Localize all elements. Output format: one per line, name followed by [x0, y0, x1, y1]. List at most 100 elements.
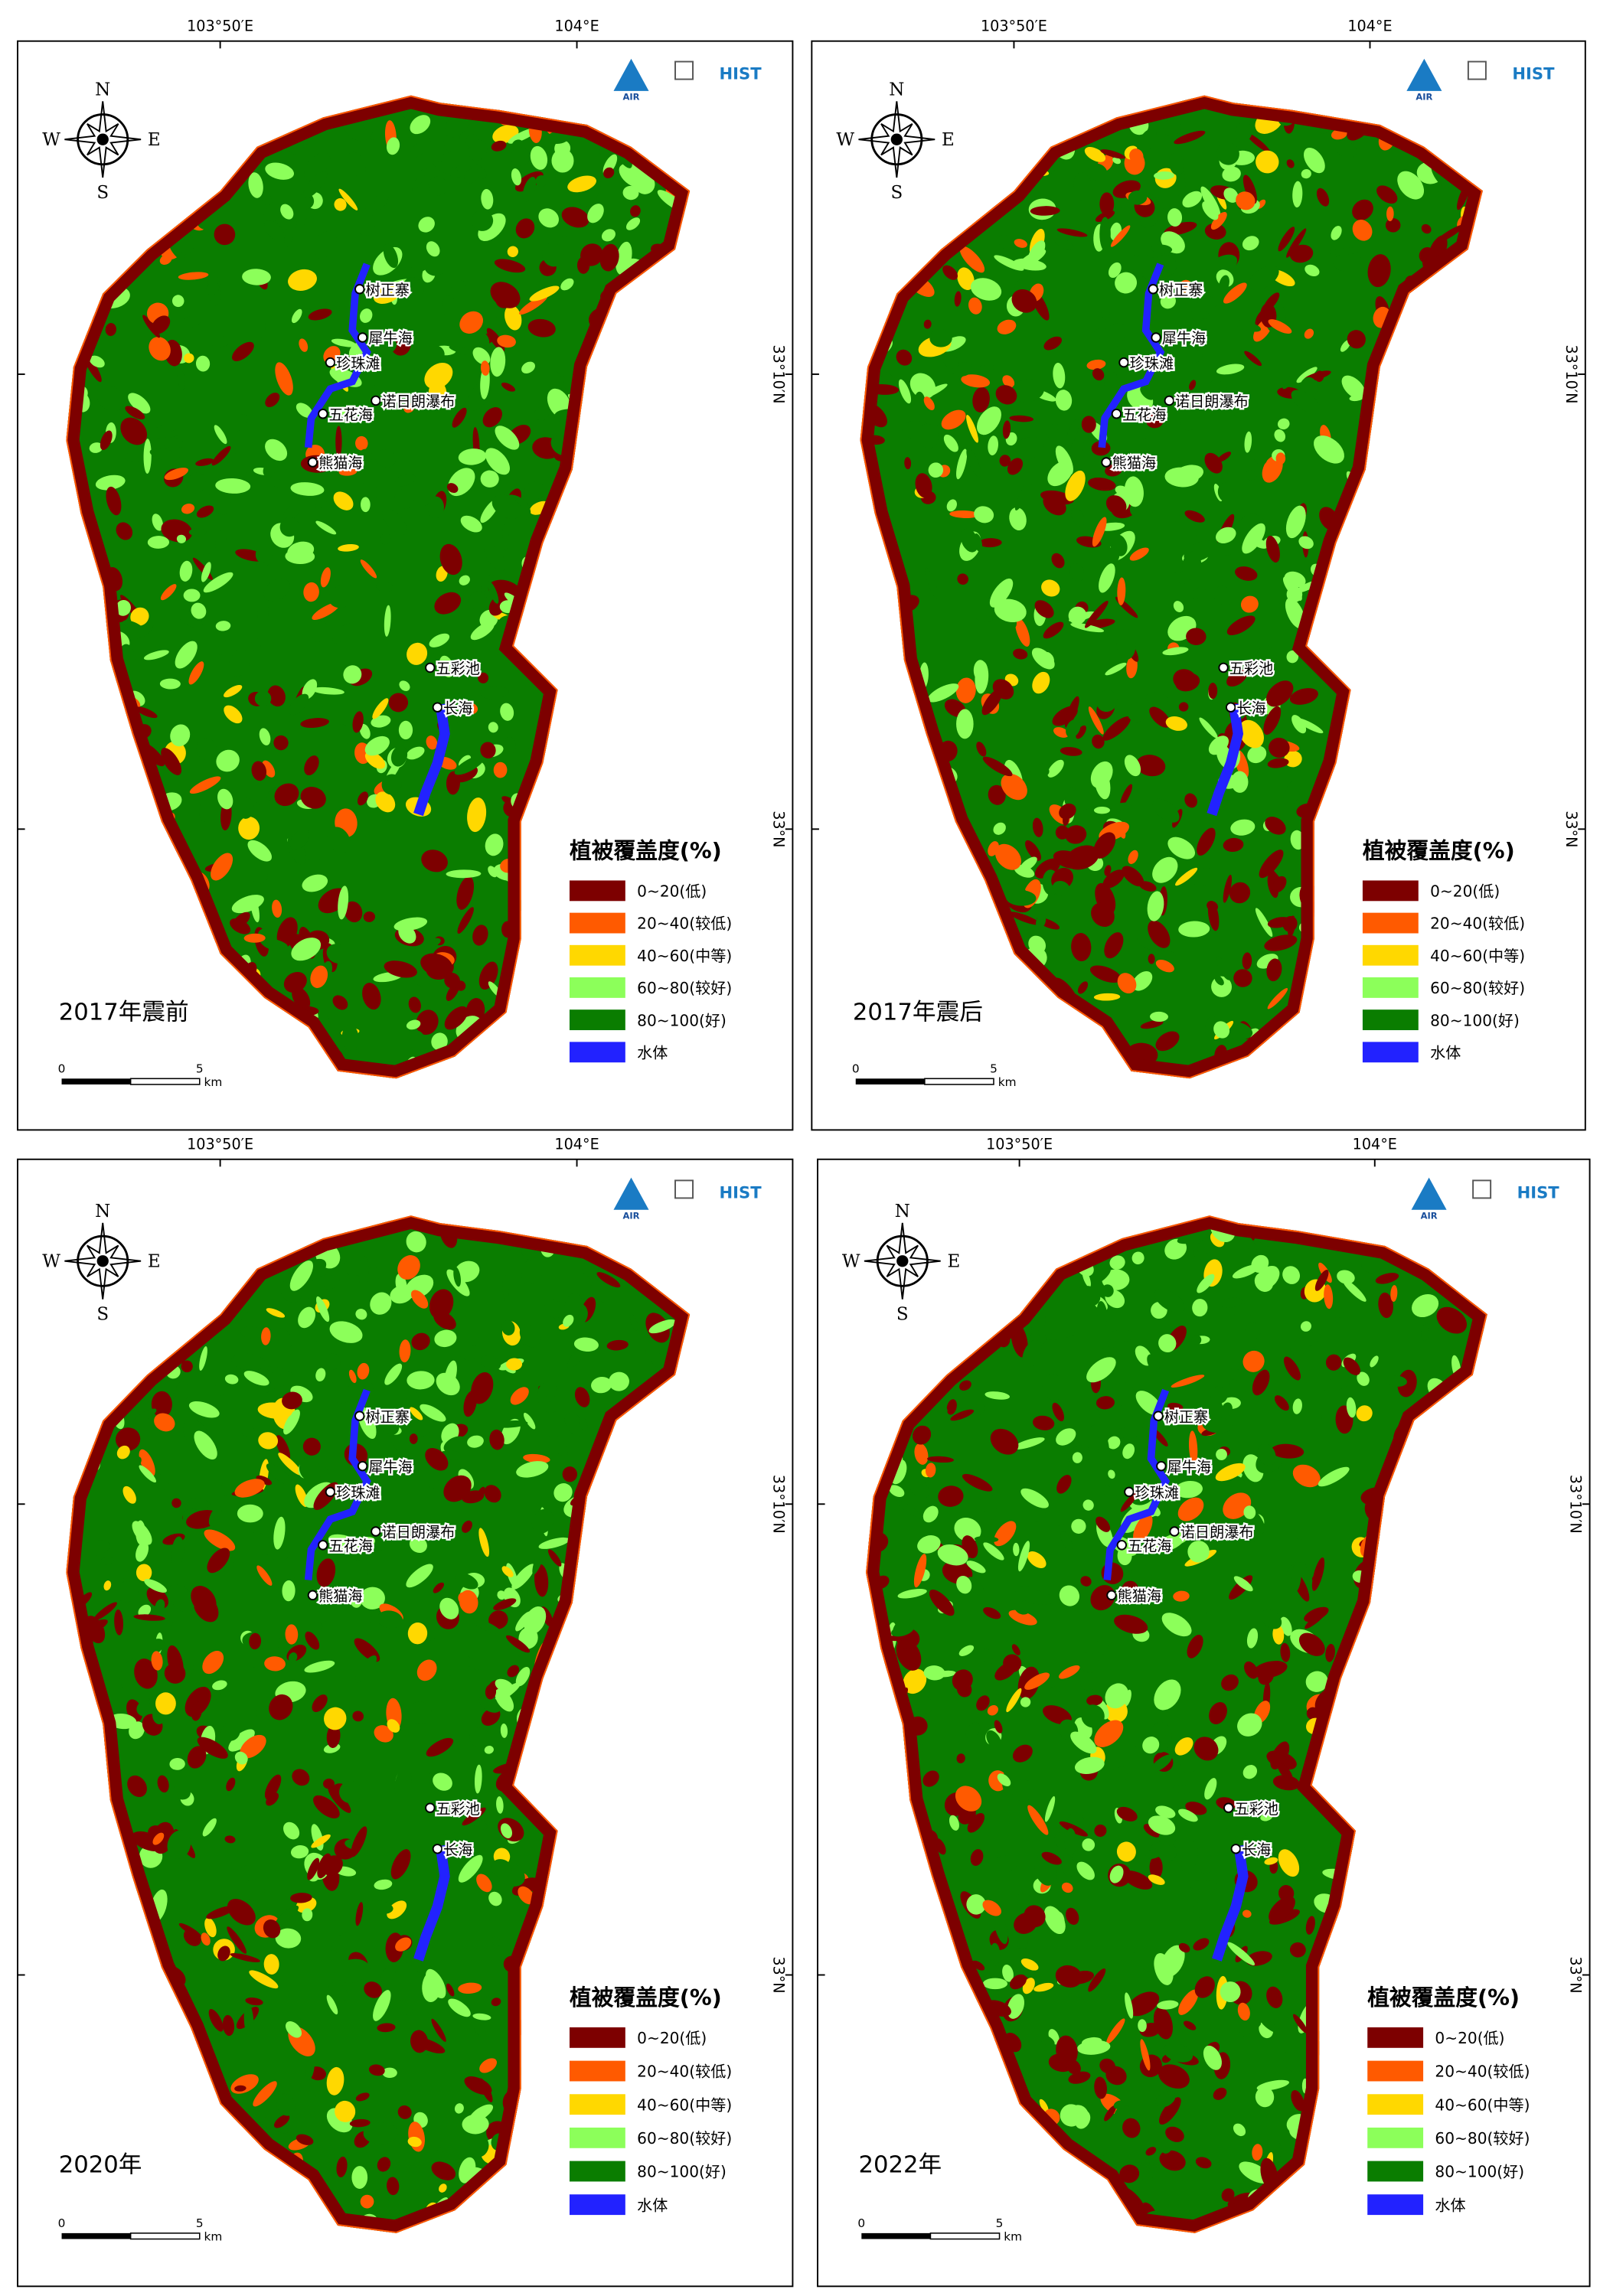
- cover-patch: [459, 311, 483, 334]
- cover-patch: [943, 434, 958, 452]
- cover-patch: [495, 291, 512, 308]
- cover-patch: [189, 776, 221, 794]
- cover-patch: [398, 720, 413, 740]
- cover-patch: [171, 585, 191, 600]
- cover-patch: [596, 1272, 621, 1288]
- cover-patch: [1127, 1991, 1160, 2017]
- cover-patch: [335, 1384, 361, 1404]
- cover-patch: [420, 1404, 446, 1422]
- cover-patch: [431, 1032, 448, 1051]
- cover-patch: [1190, 296, 1216, 321]
- cover-patch: [960, 528, 978, 553]
- cover-patch: [258, 2116, 289, 2134]
- cover-patch: [355, 2092, 370, 2102]
- cover-patch: [1247, 1237, 1258, 1262]
- cover-patch: [1065, 845, 1099, 870]
- place-label: 五彩池: [436, 660, 479, 677]
- cover-patch: [256, 1475, 273, 1486]
- cover-patch: [1047, 759, 1064, 778]
- cover-patch: [484, 545, 507, 571]
- cover-patch: [1076, 1861, 1095, 1880]
- cover-patch: [1277, 418, 1290, 430]
- cover-patch: [994, 255, 1024, 271]
- cover-patch: [320, 567, 331, 588]
- cover-patch: [1105, 495, 1127, 515]
- cover-patch: [974, 364, 996, 373]
- cover-patch: [136, 1541, 149, 1562]
- cover-patch: [171, 295, 184, 308]
- cover-patch: [426, 1737, 454, 1757]
- cover-patch: [1073, 172, 1093, 202]
- cover-patch: [1305, 1671, 1328, 1692]
- cover-patch: [1149, 1855, 1163, 1880]
- cover-patch: [959, 246, 985, 273]
- cover-patch: [1104, 2105, 1116, 2122]
- place-label: 珍珠滩: [1130, 354, 1174, 372]
- cover-patch: [1221, 1674, 1239, 1691]
- cover-patch: [928, 462, 944, 478]
- cover-patch: [1324, 1284, 1334, 1309]
- cover-patch: [341, 409, 354, 420]
- cover-patch: [975, 615, 993, 622]
- cover-patch: [1292, 1398, 1302, 1414]
- cover-patch: [315, 1296, 330, 1322]
- cover-patch: [481, 189, 494, 210]
- cover-patch: [196, 505, 214, 518]
- cover-patch: [288, 269, 317, 291]
- cover-patch: [903, 1668, 927, 1694]
- cover-patch: [95, 475, 126, 491]
- cover-patch: [1109, 1865, 1124, 1883]
- cover-patch: [485, 833, 504, 856]
- cover-patch: [1304, 1329, 1323, 1347]
- cover-patch: [634, 173, 655, 194]
- cover-patch: [226, 1777, 236, 1792]
- cover-patch: [374, 1725, 393, 1743]
- cover-patch: [1235, 122, 1252, 142]
- cover-patch: [1064, 1828, 1076, 1856]
- cover-patch: [946, 499, 957, 512]
- cover-patch: [523, 1453, 550, 1463]
- cover-patch: [458, 448, 487, 465]
- cover-patch: [457, 907, 474, 934]
- cover-patch: [265, 162, 294, 180]
- cover-patch: [488, 1610, 508, 1629]
- cover-patch: [967, 1812, 985, 1833]
- cover-patch: [399, 680, 410, 691]
- air-logo-text: AIR: [1421, 1210, 1438, 1221]
- compass-w: W: [42, 130, 60, 150]
- cover-patch: [434, 1329, 457, 1348]
- cover-patch: [429, 1468, 442, 1490]
- cover-patch: [224, 1835, 236, 1844]
- cover-patch: [125, 406, 145, 420]
- cover-patch: [1316, 188, 1330, 207]
- cover-patch: [133, 1614, 165, 1621]
- cover-patch: [429, 633, 450, 647]
- cover-patch: [1325, 1354, 1342, 1371]
- cover-patch: [215, 530, 227, 551]
- cover-patch: [1221, 2188, 1235, 2202]
- cover-patch: [1186, 350, 1203, 364]
- cover-patch: [1236, 191, 1256, 210]
- cover-patch: [328, 1982, 348, 2001]
- cover-patch: [362, 335, 397, 357]
- cover-patch: [394, 1766, 412, 1800]
- cover-patch: [300, 718, 329, 729]
- cover-patch: [403, 277, 424, 297]
- cover-patch: [469, 2104, 494, 2123]
- cover-patch: [155, 1599, 165, 1614]
- cover-patch: [296, 2134, 314, 2145]
- cover-patch: [1108, 1329, 1135, 1342]
- legend-swatch: [569, 880, 625, 902]
- cover-patch: [1385, 1375, 1407, 1387]
- cover-patch: [287, 541, 315, 560]
- cover-patch: [1274, 1395, 1289, 1411]
- cover-patch: [380, 1966, 396, 1984]
- place-dot: [1106, 1590, 1117, 1601]
- cover-patch: [1011, 1644, 1020, 1655]
- cover-patch: [426, 2148, 443, 2177]
- cover-patch: [394, 489, 414, 509]
- cover-patch: [1145, 2147, 1157, 2156]
- cover-patch: [1104, 865, 1112, 876]
- cover-patch: [208, 490, 232, 515]
- cover-patch: [302, 858, 328, 879]
